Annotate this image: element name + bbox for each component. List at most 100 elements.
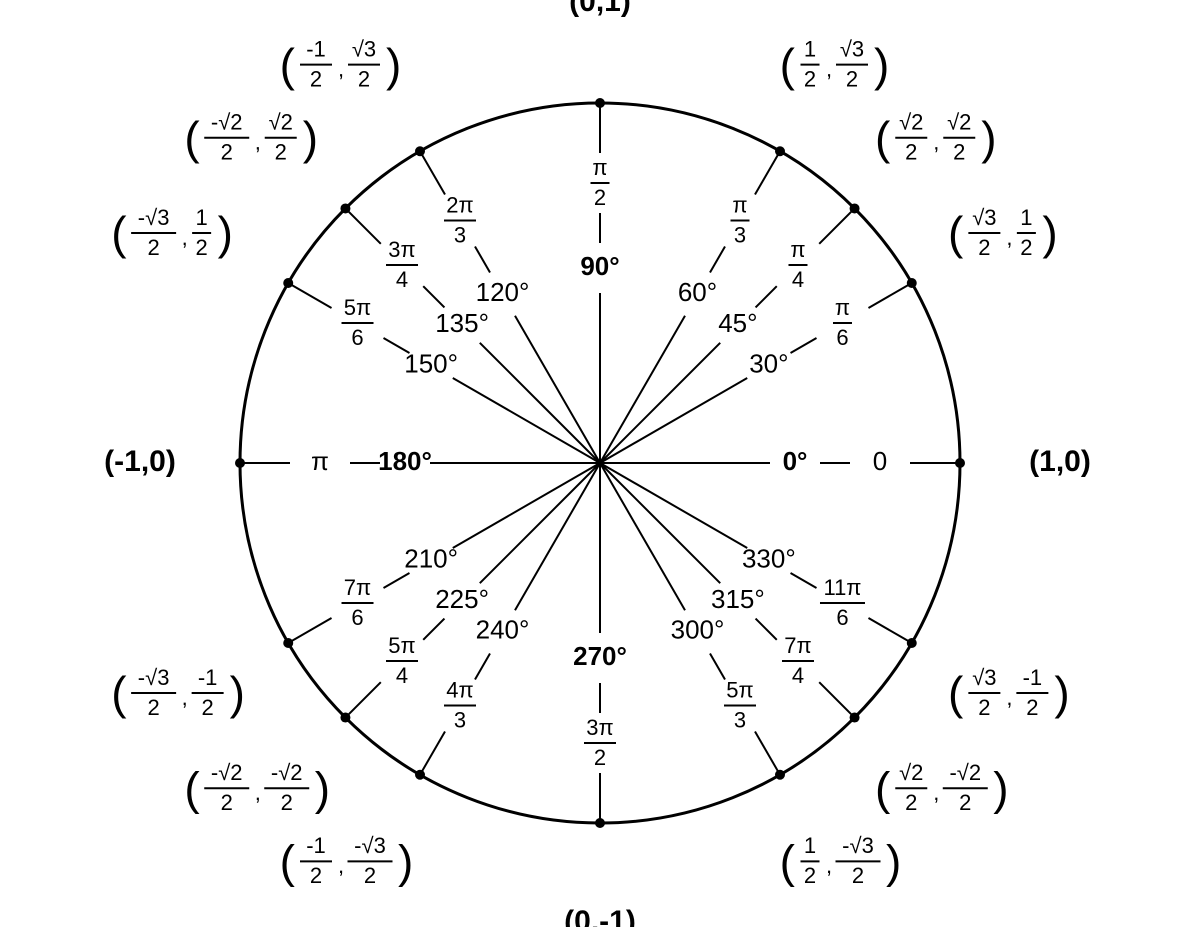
svg-text:π: π — [835, 295, 850, 320]
svg-text:): ) — [315, 762, 330, 814]
svg-text:3: 3 — [734, 222, 746, 247]
degree-label: 30° — [749, 348, 788, 378]
coordinate-label: (0,-1) — [564, 905, 636, 927]
svg-text:4: 4 — [396, 267, 408, 292]
svg-text:-1: -1 — [1023, 665, 1043, 690]
svg-text:√2: √2 — [899, 760, 923, 785]
svg-text:2: 2 — [959, 790, 971, 815]
svg-text:√3: √3 — [352, 36, 376, 61]
svg-text:2: 2 — [846, 66, 858, 91]
svg-text:2: 2 — [953, 140, 965, 165]
svg-text:2: 2 — [905, 140, 917, 165]
svg-text:-1: -1 — [306, 36, 326, 61]
svg-text:-√2: -√2 — [211, 110, 243, 135]
svg-text:): ) — [993, 762, 1008, 814]
svg-text:(: ( — [948, 207, 964, 259]
svg-text:4: 4 — [792, 267, 804, 292]
svg-text:(: ( — [875, 112, 891, 164]
degree-label: 135° — [435, 308, 489, 338]
svg-text:5π: 5π — [344, 295, 371, 320]
svg-text:,: , — [182, 225, 188, 250]
svg-text:,: , — [826, 853, 832, 878]
svg-text:-√3: -√3 — [138, 665, 170, 690]
radian-label: 0 — [873, 446, 887, 476]
svg-text:1: 1 — [196, 205, 208, 230]
svg-text:π: π — [732, 192, 747, 217]
svg-text:π: π — [790, 237, 805, 262]
degree-label: 210° — [404, 543, 458, 573]
svg-text:√3: √3 — [972, 205, 996, 230]
svg-text:(: ( — [184, 762, 200, 814]
svg-text:(: ( — [111, 207, 127, 259]
svg-text:2: 2 — [804, 66, 816, 91]
svg-text:-√2: -√2 — [949, 760, 981, 785]
svg-text:-√2: -√2 — [211, 760, 243, 785]
svg-text:-1: -1 — [198, 665, 218, 690]
svg-text:(: ( — [875, 762, 891, 814]
degree-label: 270° — [573, 641, 627, 671]
svg-text:2: 2 — [978, 235, 990, 260]
svg-text:-√3: -√3 — [138, 205, 170, 230]
svg-text:2: 2 — [804, 863, 816, 888]
svg-text:): ) — [981, 112, 996, 164]
svg-text:√2: √2 — [899, 110, 923, 135]
svg-text:): ) — [303, 112, 318, 164]
svg-text:): ) — [886, 836, 901, 888]
degree-label: 45° — [718, 308, 757, 338]
svg-text:2: 2 — [905, 790, 917, 815]
svg-text:(: ( — [280, 39, 296, 91]
svg-text:2: 2 — [852, 863, 864, 888]
svg-text:(: ( — [780, 39, 796, 91]
degree-label: 300° — [671, 615, 725, 645]
svg-text:3π: 3π — [388, 237, 415, 262]
svg-text:√2: √2 — [947, 110, 971, 135]
svg-text:2: 2 — [978, 695, 990, 720]
svg-text:2: 2 — [275, 140, 287, 165]
svg-text:2: 2 — [1026, 695, 1038, 720]
svg-text:): ) — [874, 39, 889, 91]
svg-text:,: , — [826, 56, 832, 81]
svg-text:,: , — [933, 130, 939, 155]
svg-text:-√3: -√3 — [842, 833, 874, 858]
coordinate-label: (-1,0) — [104, 445, 176, 478]
svg-text:): ) — [386, 39, 401, 91]
svg-text:-1: -1 — [306, 833, 326, 858]
svg-text:2: 2 — [148, 235, 160, 260]
svg-text:3: 3 — [734, 707, 746, 732]
svg-text:,: , — [255, 130, 261, 155]
svg-text:,: , — [933, 780, 939, 805]
degree-label: 0° — [783, 446, 808, 476]
svg-text:,: , — [338, 853, 344, 878]
svg-text:11π: 11π — [823, 575, 861, 600]
degree-label: 60° — [678, 277, 717, 307]
svg-text:6: 6 — [836, 325, 848, 350]
degree-label: 225° — [435, 584, 489, 614]
svg-text:(: ( — [780, 836, 796, 888]
svg-text:,: , — [1006, 225, 1012, 250]
svg-text:2: 2 — [148, 695, 160, 720]
degree-label: 120° — [476, 277, 530, 307]
svg-text:2: 2 — [310, 66, 322, 91]
svg-text:4: 4 — [792, 663, 804, 688]
svg-text:6: 6 — [351, 605, 363, 630]
svg-text:,: , — [338, 56, 344, 81]
svg-text:1: 1 — [804, 36, 816, 61]
svg-text:√3: √3 — [840, 36, 864, 61]
svg-text:5π: 5π — [388, 633, 415, 658]
svg-text:1: 1 — [1020, 205, 1032, 230]
svg-text:,: , — [1006, 685, 1012, 710]
svg-text:): ) — [398, 836, 413, 888]
degree-label: 150° — [404, 348, 458, 378]
degree-label: 330° — [742, 543, 796, 573]
svg-text:2: 2 — [221, 790, 233, 815]
svg-text:(: ( — [948, 667, 964, 719]
degree-label: 180° — [378, 446, 432, 476]
svg-text:6: 6 — [351, 325, 363, 350]
svg-text:π: π — [592, 155, 607, 180]
svg-text:2: 2 — [310, 863, 322, 888]
degree-label: 240° — [476, 615, 530, 645]
svg-text:(: ( — [184, 112, 200, 164]
svg-text:3π: 3π — [586, 715, 613, 740]
degree-label: 90° — [580, 251, 619, 281]
svg-text:2: 2 — [358, 66, 370, 91]
